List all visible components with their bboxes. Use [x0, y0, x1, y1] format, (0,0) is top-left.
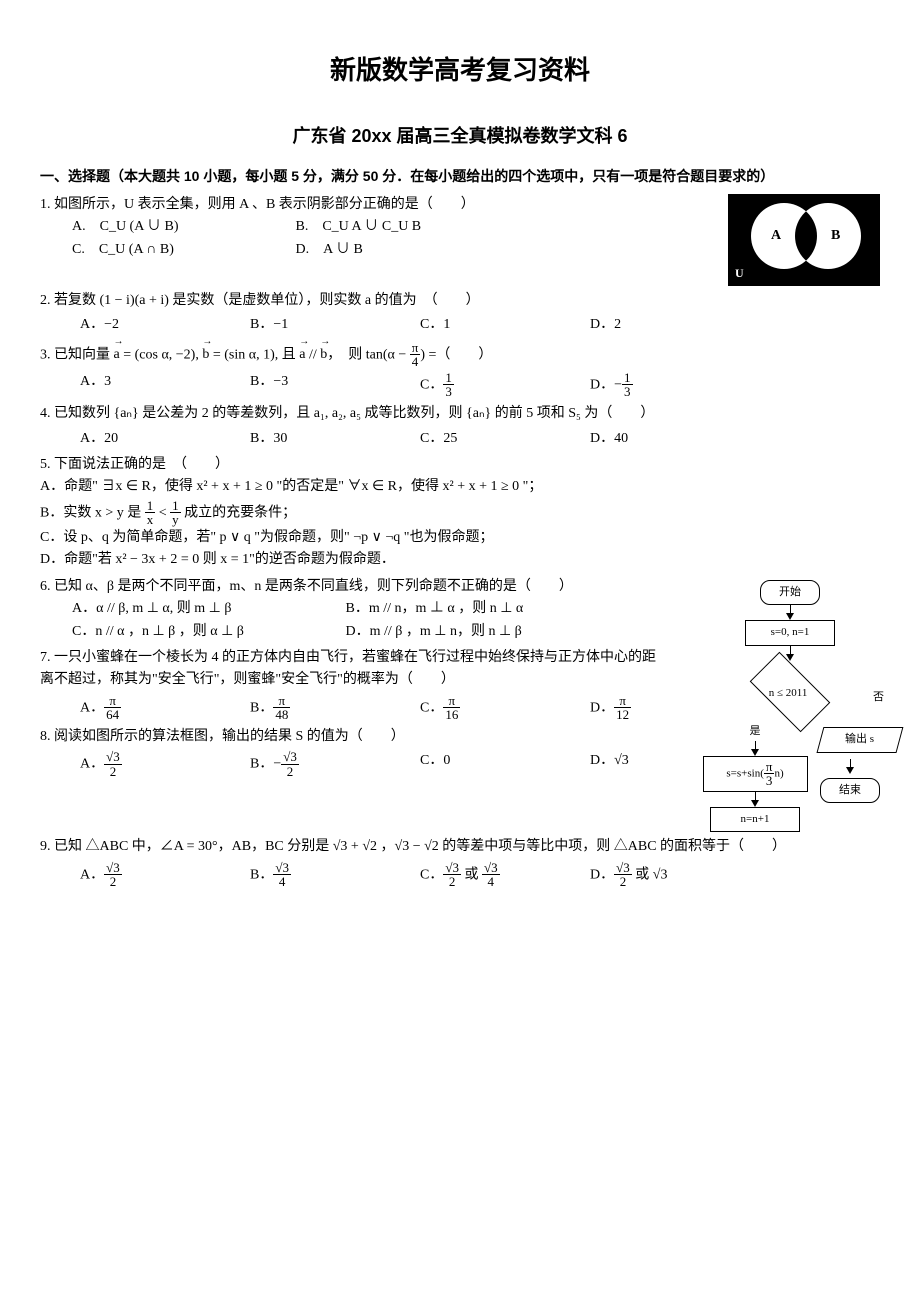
q5-opt-d: D．命题"若 x² − 3x + 2 = 0 则 x = 1"的逆否命题为假命题… — [40, 549, 880, 571]
q3-pre: 3. 已知向量 — [40, 347, 114, 362]
q3-fd: 4 — [410, 355, 421, 369]
q4-opt-a: A．20 — [80, 428, 190, 450]
q3-opt-a: A．3 — [80, 371, 190, 399]
vector-a2-icon: a — [299, 344, 305, 366]
q8-opt-b: B．−√32 — [250, 750, 360, 778]
question-1: A B U 1. 如图所示，U 表示全集，则用 A 、B 表示阴影部分正确的是（… — [40, 194, 880, 286]
sub-title: 广东省 20xx 届高三全真模拟卷数学文科 6 — [40, 122, 880, 151]
q6-opt-b: B．m // n，m ⊥ α ，则 n ⊥ α — [346, 601, 524, 616]
q9-opt-b: B．√34 — [250, 861, 360, 889]
flow-end: 结束 — [820, 778, 880, 804]
q3-post: ， 则 tan(α − — [327, 347, 410, 362]
q7-opt-d: D．π12 — [590, 694, 700, 722]
section-header: 一、选择题（本大题共 10 小题，每小题 5 分，满分 50 分．在每小题给出的… — [40, 165, 880, 187]
question-7: 7. 一只小蜜蜂在一个棱长为 4 的正方体内自由飞行，若蜜蜂在飞行过程中始终保持… — [40, 647, 880, 722]
q5-opt-a: A．命题" ∃x ∈ R，使得 x² + x + 1 ≥ 0 "的否定是" ∀x… — [40, 476, 880, 498]
q5-opt-b: B．实数 x > y 是 1x < 1y 成立的充要条件； — [40, 499, 880, 527]
q2-opt-a: A．−2 — [80, 314, 190, 336]
q4-opt-c: C．25 — [420, 428, 530, 450]
q3-opt-d: D．−13 — [590, 371, 700, 399]
q1-opt-b: B. C_U A ∪ C_U B — [296, 219, 422, 234]
question-8: 8. 阅读如图所示的算法框图，输出的结果 S 的值为（ ） A．√32 B．−√… — [40, 726, 880, 779]
question-6: 6. 已知 α、β 是两个不同平面，m、n 是两条不同直线，则下列命题不正确的是… — [40, 576, 880, 643]
q3-bdef: = (sin α, 1), 且 — [209, 347, 299, 362]
q6-stem: 6. 已知 α、β 是两个不同平面，m、n 是两条不同直线，则下列命题不正确的是… — [40, 576, 880, 598]
q6-opt-c: C．n // α ，n ⊥ β ，则 α ⊥ β — [72, 621, 342, 643]
q8-opt-a: A．√32 — [80, 750, 190, 778]
q3-fn: π — [410, 341, 421, 356]
question-4: 4. 已知数列 {aₙ} 是公差为 2 的等差数列，且 a₁, a₂, a₅ 成… — [40, 403, 880, 450]
q9-opt-d: D．√32 或 √3 — [590, 861, 700, 889]
q1-opt-a: A. C_U (A ∪ B) — [72, 216, 292, 238]
q6-opt-a: A．α // β, m ⊥ α, 则 m ⊥ β — [72, 598, 342, 620]
venn-label-u: U — [735, 264, 744, 283]
q4-stem: 4. 已知数列 {aₙ} 是公差为 2 的等差数列，且 a₁, a₂, a₅ 成… — [40, 403, 880, 425]
q3-adef: = (cos α, −2), — [120, 347, 203, 362]
q2-stem: 2. 若复数 (1 − i)(a + i) 是实数（是虚数单位），则实数 a 的… — [40, 290, 880, 312]
question-9: 9. 已知 △ABC 中，∠A = 30°，AB，BC 分别是 √3 + √2 … — [40, 836, 880, 889]
q1-opt-d: D. A ∪ B — [296, 242, 363, 257]
main-title: 新版数学高考复习资料 — [40, 50, 880, 92]
q8-opt-c: C．0 — [420, 750, 530, 778]
q9-opt-a: A．√32 — [80, 861, 190, 889]
question-5: 5. 下面说法正确的是 （ ） A．命题" ∃x ∈ R，使得 x² + x +… — [40, 454, 880, 572]
venn-label-b: B — [831, 225, 840, 247]
flow-inc: n=n+1 — [710, 807, 800, 833]
q6-opt-d: D．m // β ，m ⊥ n，则 n ⊥ β — [346, 624, 522, 639]
question-3: 3. 已知向量 a = (cos α, −2), b = (sin α, 1),… — [40, 341, 880, 400]
venn-label-a: A — [771, 225, 781, 247]
vector-b-icon: b — [202, 344, 209, 366]
q4-opt-d: D．40 — [590, 428, 700, 450]
venn-diagram: A B U — [728, 194, 880, 286]
q7-opt-c: C．π16 — [420, 694, 530, 722]
q4-opt-b: B．30 — [250, 428, 360, 450]
q3-opt-b: B．−3 — [250, 371, 360, 399]
question-2: 2. 若复数 (1 − i)(a + i) 是实数（是虚数单位），则实数 a 的… — [40, 290, 880, 337]
q2-opt-d: D．2 — [590, 314, 700, 336]
q5-stem: 5. 下面说法正确的是 （ ） — [40, 454, 880, 476]
vector-a-icon: a — [114, 344, 120, 366]
q9-stem: 9. 已知 △ABC 中，∠A = 30°，AB，BC 分别是 √3 + √2 … — [40, 836, 880, 858]
q7-stem: 7. 一只小蜜蜂在一个棱长为 4 的正方体内自由飞行，若蜜蜂在飞行过程中始终保持… — [40, 647, 660, 692]
q1-opt-c: C. C_U (A ∩ B) — [72, 239, 292, 261]
q8-opt-d: D．√3 — [590, 750, 700, 778]
q8-stem: 8. 阅读如图所示的算法框图，输出的结果 S 的值为（ ） — [40, 726, 880, 748]
q3-stem: 3. 已知向量 a = (cos α, −2), b = (sin α, 1),… — [40, 341, 880, 369]
vector-b2-icon: b — [320, 344, 327, 366]
q5-opt-c: C．设 p、q 为简单命题，若" p ∨ q "为假命题，则" ¬p ∨ ¬q … — [40, 527, 880, 549]
q9-opt-c: C．√32 或 √34 — [420, 861, 530, 889]
q3-end: ) =（ ） — [420, 347, 492, 362]
q7-opt-a: A．π64 — [80, 694, 190, 722]
q7-opt-b: B．π48 — [250, 694, 360, 722]
q3-opt-c: C．13 — [420, 371, 530, 399]
q2-opt-c: C．1 — [420, 314, 530, 336]
